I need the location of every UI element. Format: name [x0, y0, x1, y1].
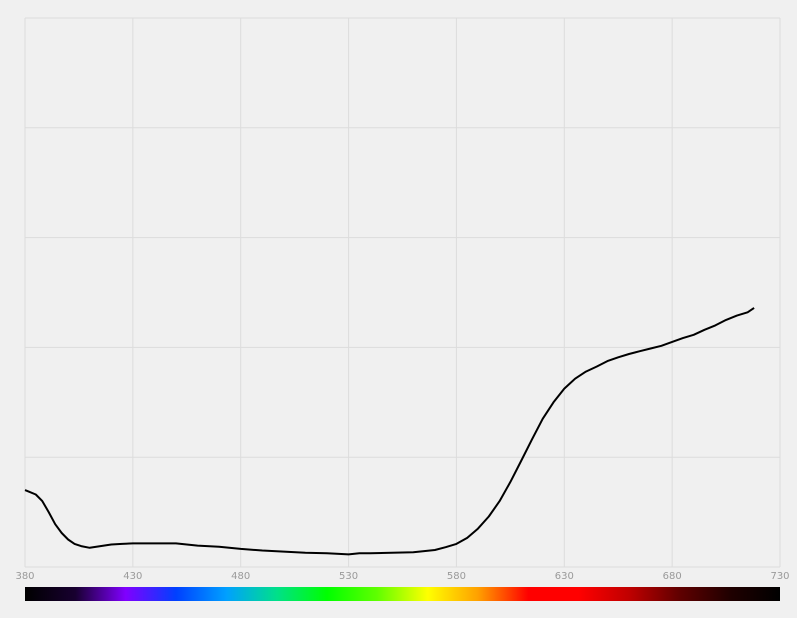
x-tick-label-730: 730 [770, 571, 789, 582]
absorbance-series-line [24, 307, 755, 556]
x-tick-label-530: 530 [339, 571, 358, 582]
x-tick-label-430: 430 [123, 571, 142, 582]
grid [24, 17, 781, 568]
x-tick-label-380: 380 [15, 571, 34, 582]
x-tick-label-480: 480 [231, 571, 250, 582]
x-tick-label-630: 630 [555, 571, 574, 582]
x-tick-label-580: 580 [447, 571, 466, 582]
x-axis-ticks: 380 430 480 530 580 630 680 730 [15, 571, 789, 582]
x-tick-label-680: 680 [663, 571, 682, 582]
visible-spectrum-bar [25, 587, 780, 601]
